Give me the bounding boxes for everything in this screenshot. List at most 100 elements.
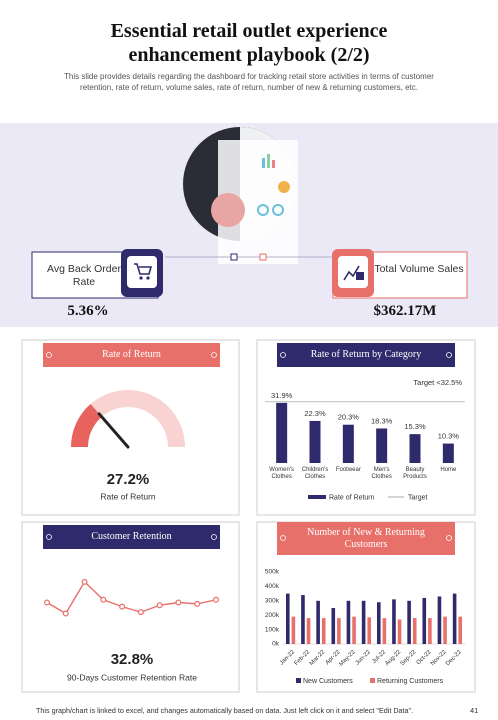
gauge-needle (97, 412, 130, 449)
sales-icon (356, 272, 364, 280)
value-label: 22.3% (304, 409, 326, 418)
hero-shape (278, 181, 290, 193)
kpi-value: $362.17M (373, 303, 437, 319)
bar (442, 443, 454, 463)
point (156, 602, 163, 609)
header-dot (446, 352, 452, 358)
y-tick-label: 100k (265, 626, 280, 633)
bar (443, 616, 447, 644)
bar (309, 420, 321, 463)
bar (367, 617, 372, 644)
summary-label: 90-Days Customer Retention Rate (67, 672, 197, 682)
bar (346, 600, 351, 644)
value-label: 18.3% (371, 416, 393, 425)
point (62, 610, 69, 617)
y-tick-label: 500k (265, 569, 280, 576)
panel-header (43, 525, 220, 549)
hero-shape (262, 158, 265, 168)
y-tick-label: 300k (265, 598, 280, 605)
panel (256, 339, 476, 516)
value-label: 10.3% (438, 432, 460, 441)
bar (428, 618, 432, 644)
x-tick-label: Mar-22 (309, 649, 327, 667)
cart-icon (146, 276, 150, 280)
bar (422, 597, 427, 644)
panel (21, 339, 240, 516)
panel-header (277, 343, 455, 367)
point (175, 599, 182, 606)
x-tick-label: Sep-22 (400, 649, 418, 667)
bar (407, 600, 411, 644)
x-tick-label: Dec-22 (445, 649, 463, 667)
value-label: 15.3% (404, 422, 426, 431)
y-tick-label: 200k (265, 612, 280, 619)
value-label: 31.9% (271, 391, 293, 400)
legend-swatch (370, 678, 375, 683)
point (194, 600, 201, 607)
header-dot (280, 352, 286, 358)
hero-shape (267, 154, 270, 168)
bar (392, 599, 396, 644)
x-tick-label: May-22 (338, 649, 357, 668)
x-tick-label: Beauty Products (403, 467, 427, 480)
header-dot (211, 534, 217, 540)
bar (301, 595, 305, 644)
header-dot (211, 352, 217, 358)
line (46, 580, 217, 615)
gauge-fill (71, 404, 102, 447)
bar (316, 600, 320, 644)
hero-shape (272, 160, 275, 168)
bar (437, 596, 442, 644)
bar (337, 618, 341, 644)
panel-title: Number of New & Returning Customers (307, 526, 425, 550)
gauge-track (71, 390, 185, 447)
bar (458, 616, 463, 644)
gauge-label: Rate of Return (100, 491, 156, 501)
bar (452, 593, 457, 644)
x-tick-label: Footwear (335, 467, 361, 473)
bar (321, 618, 326, 644)
header-dot (280, 535, 286, 541)
bar (285, 593, 290, 644)
point (119, 603, 126, 610)
bar (376, 428, 388, 463)
legend-label: Returning Customers (377, 678, 444, 685)
panel-header (43, 343, 220, 367)
legend-swatch (308, 495, 326, 499)
sales-icon (343, 265, 360, 281)
bar (382, 618, 387, 644)
connector-node (230, 253, 238, 261)
subtitle: This slide provides details regarding th… (64, 72, 434, 92)
panel (21, 521, 240, 693)
legend-label: New Customers (303, 678, 353, 685)
bar (306, 618, 311, 644)
bar (276, 402, 288, 463)
gauge-value: 27.2% (107, 471, 150, 488)
x-tick-label: Men's Clothes (371, 467, 392, 480)
footer-note: This graph/chart is linked to excel, and… (36, 706, 414, 715)
x-tick-label: Children's Clothes (301, 467, 329, 480)
bar (352, 616, 356, 644)
point (43, 599, 50, 606)
bar (331, 608, 336, 644)
kpi-label: Avg Back Order Rate (47, 263, 121, 288)
page-number: 41 (470, 706, 479, 715)
cart-icon (139, 276, 143, 280)
kpi-label: Total Volume Sales (374, 263, 464, 275)
legend-label: Target (408, 494, 428, 501)
connector-node (259, 253, 267, 261)
value-label: 20.3% (338, 413, 360, 422)
bar (409, 434, 421, 463)
hero-shape (272, 204, 284, 216)
bar (342, 424, 354, 463)
point (100, 596, 107, 603)
point (81, 578, 88, 585)
point (137, 609, 144, 616)
bar (376, 602, 381, 644)
legend-label: Rate of Return (329, 494, 375, 501)
bar (397, 619, 402, 644)
panel-title: Rate of Return (102, 349, 161, 360)
header-dot (446, 535, 452, 541)
